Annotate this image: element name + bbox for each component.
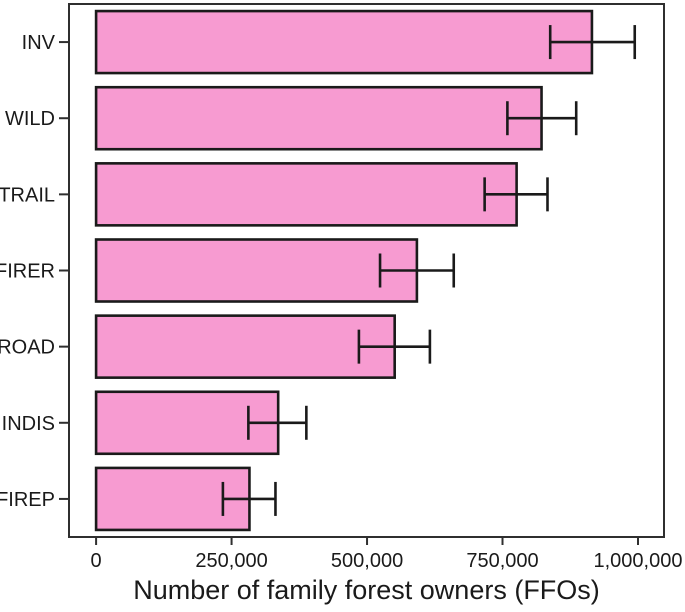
y-tick-label: TRAIL <box>0 184 55 206</box>
bar-wild <box>94 85 543 151</box>
bar-inv <box>94 9 594 75</box>
y-tick-label: FIRER <box>0 261 55 283</box>
y-tick-label: FIREP <box>0 489 55 511</box>
x-tick-label: 1,000,000 <box>593 550 682 572</box>
bar-firer <box>94 238 419 303</box>
x-tick-label: 0 <box>91 550 102 572</box>
bar-trail <box>94 162 518 227</box>
y-tick-label: INDIS <box>2 413 55 435</box>
x-axis-title: Number of family forest owners (FFOs) <box>133 575 600 605</box>
y-tick-label: ROAD <box>0 337 55 359</box>
bar-road <box>94 314 396 379</box>
x-tick-label: 500,000 <box>331 550 403 572</box>
error-bar-firep <box>221 481 277 516</box>
error-bar-firer <box>378 253 456 288</box>
error-bar-trail <box>483 177 549 212</box>
y-tick-label: INV <box>22 32 56 54</box>
error-bar-indis <box>247 405 308 440</box>
y-tick-label: WILD <box>5 108 55 130</box>
error-bar-inv <box>548 25 637 60</box>
x-tick-label: 250,000 <box>195 550 267 572</box>
error-bar-road <box>357 329 432 364</box>
error-bar-wild <box>506 101 578 136</box>
x-tick-label: 750,000 <box>466 550 538 572</box>
